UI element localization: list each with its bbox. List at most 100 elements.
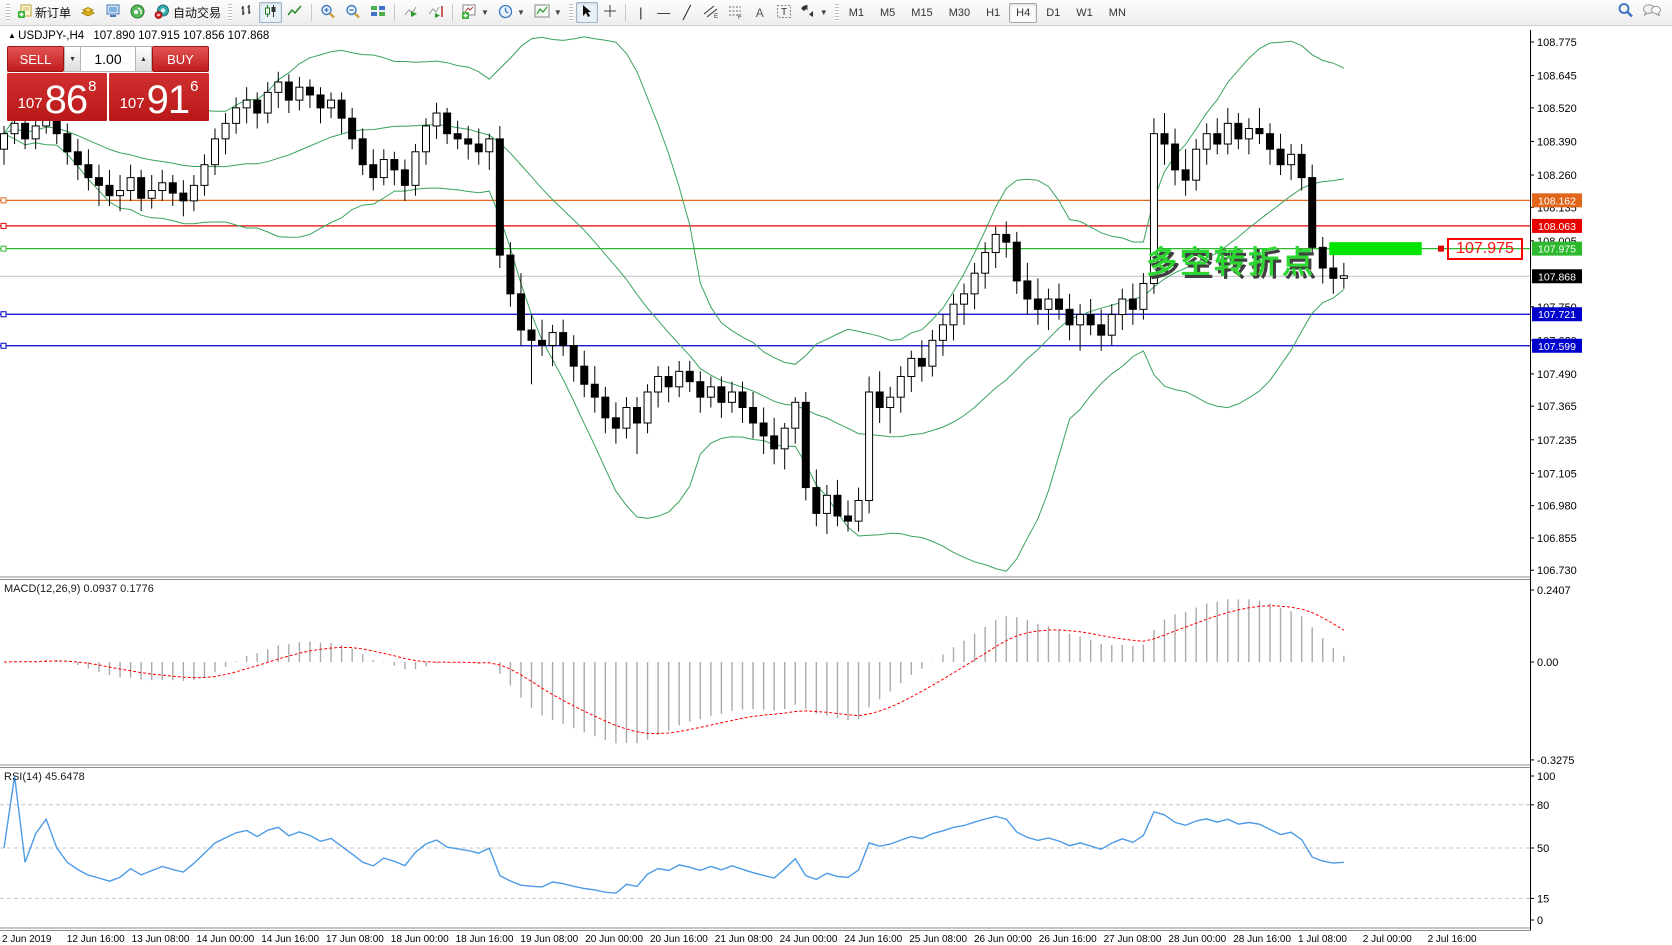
ask-pip-digit: 6 bbox=[190, 78, 199, 95]
callout-anchor-handle[interactable] bbox=[1438, 245, 1444, 252]
toolbar-grip[interactable] bbox=[6, 4, 10, 21]
candlestick bbox=[453, 133, 462, 140]
ask-price-box[interactable]: 107 91 6 bbox=[109, 73, 209, 121]
timeframe-button-m1[interactable]: M1 bbox=[848, 6, 864, 19]
price-chart-svg: MACD(12,26,9) 0.0937 0.1776 RSI(14) 45.64… bbox=[0, 30, 1582, 945]
label-tool-button[interactable]: T bbox=[772, 2, 796, 23]
candlestick bbox=[938, 324, 947, 341]
bid-price-box[interactable]: 107 86 8 bbox=[7, 73, 107, 121]
rsi-axis-label: 50 bbox=[1537, 843, 1549, 855]
toolbar-grip-3[interactable] bbox=[568, 4, 573, 21]
horizontal-line-tool-button[interactable]: — bbox=[653, 2, 675, 23]
candlestick bbox=[116, 190, 125, 197]
candlestick bbox=[559, 332, 568, 347]
market-watch-button[interactable] bbox=[76, 2, 100, 23]
time-axis-label: 28 Jun 00:00 bbox=[1168, 934, 1226, 945]
price-axis[interactable]: 108.775 108.645 108.520 108.390 108.260 108.1… bbox=[1530, 30, 1582, 931]
symbol-triangle-icon: ▲ bbox=[8, 31, 19, 40]
trendline-tool-button[interactable]: ╱ bbox=[676, 2, 698, 23]
volume-input[interactable]: 1.00 bbox=[81, 46, 135, 72]
candlestick bbox=[601, 396, 610, 419]
candlestick bbox=[253, 99, 262, 114]
toolbar-right bbox=[1617, 2, 1668, 23]
sell-button[interactable]: SELL bbox=[7, 46, 64, 72]
auto-scroll-button[interactable] bbox=[399, 2, 423, 23]
bid-prefix: 107 bbox=[17, 95, 43, 112]
line-anchor-handle[interactable] bbox=[0, 342, 7, 349]
line-anchor-handle[interactable] bbox=[0, 222, 7, 229]
new-chart-dropdown[interactable]: ▼ bbox=[457, 2, 493, 23]
timeframe-button-h4[interactable]: H4 bbox=[1009, 2, 1038, 23]
bar-chart-icon bbox=[239, 4, 254, 21]
price-badge-108.063 bbox=[1532, 218, 1582, 233]
candlestick-chart-icon bbox=[263, 4, 278, 21]
terminal-button[interactable] bbox=[101, 2, 125, 23]
axis-tick-label: 106.855 bbox=[1537, 533, 1577, 545]
candlestick bbox=[1213, 133, 1222, 145]
tile-windows-button[interactable] bbox=[366, 2, 390, 23]
candlestick bbox=[1107, 314, 1116, 336]
bar-chart-type-button[interactable] bbox=[235, 2, 258, 23]
signal-button[interactable] bbox=[126, 2, 149, 23]
candlestick bbox=[1181, 169, 1190, 181]
candle-chart-type-button[interactable] bbox=[259, 2, 283, 23]
cursor-arrow-icon bbox=[580, 4, 593, 21]
periods-dropdown[interactable]: ▼ bbox=[494, 2, 529, 23]
time-axis-label: 19 Jun 08:00 bbox=[520, 934, 578, 945]
toolbar-grip-2[interactable] bbox=[228, 4, 233, 21]
line-anchor-handle[interactable] bbox=[0, 311, 7, 318]
buy-button[interactable]: BUY bbox=[152, 46, 209, 72]
vertical-line-tool-button[interactable]: | bbox=[630, 2, 652, 23]
macd-axis-label: 0.2407 bbox=[1537, 585, 1571, 597]
zoom-out-button[interactable] bbox=[341, 2, 365, 23]
search-icon[interactable] bbox=[1617, 2, 1634, 23]
crosshair-icon bbox=[603, 4, 617, 21]
toolbar-grip-4[interactable] bbox=[834, 4, 839, 21]
timeframe-button-mn[interactable]: MN bbox=[1108, 6, 1126, 19]
line-anchor-handle[interactable] bbox=[0, 197, 7, 204]
zoom-in-button[interactable] bbox=[316, 2, 340, 23]
timeframe-button-d1[interactable]: D1 bbox=[1046, 6, 1061, 19]
line-chart-type-button[interactable] bbox=[283, 2, 307, 23]
timeframe-button-h1[interactable]: H1 bbox=[986, 6, 1001, 19]
dropdown-caret-icon: ▼ bbox=[553, 8, 562, 17]
volume-increase-button[interactable]: ▲ bbox=[135, 46, 152, 72]
price-callout-label[interactable]: 107.975 bbox=[1447, 238, 1523, 260]
candlestick bbox=[727, 391, 736, 403]
dropdown-caret-icon: ▼ bbox=[481, 8, 489, 17]
crosshair-tool-button[interactable] bbox=[599, 2, 621, 23]
time-axis-label: 14 Jun 00:00 bbox=[196, 934, 254, 945]
volume-decrease-button[interactable]: ▼ bbox=[64, 46, 81, 72]
text-tool-button[interactable]: A bbox=[749, 2, 771, 23]
fibonacci-tool-button[interactable]: F bbox=[724, 2, 748, 23]
timeframe-button-m15[interactable]: M15 bbox=[911, 6, 933, 19]
candlestick bbox=[580, 365, 589, 385]
time-axis-label: 2 Jun 2019 bbox=[2, 934, 52, 945]
candlestick bbox=[516, 293, 525, 331]
new-order-button[interactable]: 新订单 bbox=[13, 2, 75, 23]
candlestick bbox=[1149, 133, 1158, 285]
candlestick bbox=[844, 515, 852, 522]
new-order-label: 新订单 bbox=[35, 6, 72, 20]
autotrade-button[interactable]: 自动交易 bbox=[150, 2, 225, 23]
timeframe-button-m5[interactable]: M5 bbox=[880, 6, 896, 19]
chart-shift-button[interactable] bbox=[424, 2, 448, 23]
candlestick bbox=[1255, 128, 1264, 135]
templates-dropdown[interactable]: ▼ bbox=[530, 2, 566, 23]
candlestick bbox=[358, 138, 367, 166]
candlestick bbox=[759, 422, 768, 437]
channel-tool-button[interactable]: E bbox=[699, 2, 723, 23]
highlight-rectangle[interactable] bbox=[1329, 242, 1422, 256]
arrows-dropdown[interactable]: ▼ bbox=[797, 2, 832, 23]
time-axis[interactable]: 2 Jun 2019 12 Jun 16:00 13 Jun 08:00 14 Jun… bbox=[2, 934, 1477, 945]
timeframe-button-w1[interactable]: W1 bbox=[1076, 6, 1093, 19]
rsi-line bbox=[3, 775, 1344, 894]
candlestick bbox=[1023, 280, 1032, 300]
timeframe-button-m30[interactable]: M30 bbox=[948, 6, 971, 19]
line-anchor-handle[interactable] bbox=[0, 245, 7, 252]
cursor-tool-button[interactable] bbox=[575, 2, 598, 23]
candlestick bbox=[1033, 298, 1042, 310]
zoom-in-icon bbox=[320, 4, 336, 22]
chat-icon[interactable] bbox=[1642, 3, 1662, 23]
time-axis-label: 18 Jun 16:00 bbox=[456, 934, 514, 945]
